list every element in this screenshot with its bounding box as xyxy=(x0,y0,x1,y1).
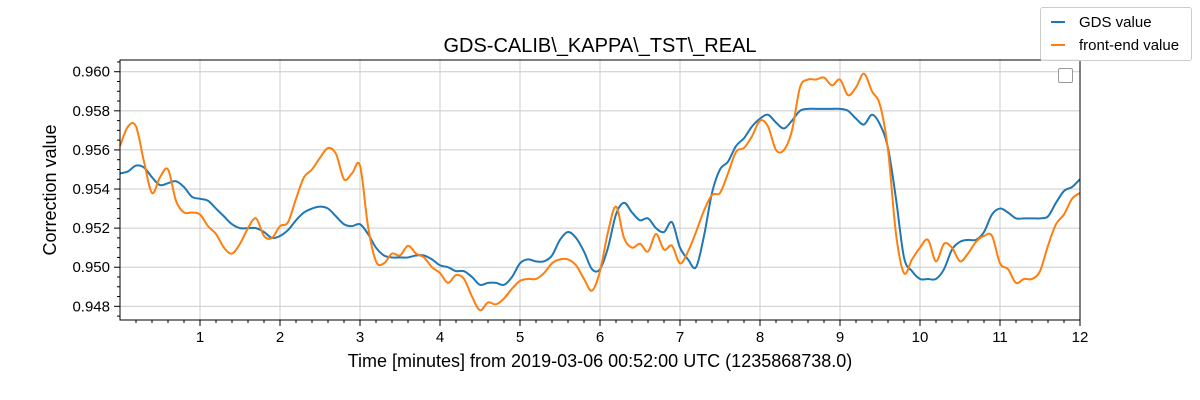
x-tick-label: 7 xyxy=(676,329,684,346)
y-axis-label: Correction value xyxy=(40,124,60,255)
y-tick-label: 0.958 xyxy=(72,103,110,120)
legend-swatch-gds xyxy=(1051,21,1065,23)
axes-ticks: 1 2 3 4 5 6 7 8 9 10 11 120.9480.9500.9520.9540.956… xyxy=(72,61,1089,346)
series-line-front-end-value xyxy=(119,72,1081,312)
y-tick-label: 0.954 xyxy=(72,181,110,198)
x-tick-label: 5 xyxy=(516,329,524,346)
x-tick-label: 12 xyxy=(1072,329,1089,346)
empty-legend-box xyxy=(1058,68,1073,83)
x-tick-label: 3 xyxy=(356,329,364,346)
x-tick-label: 11 xyxy=(992,329,1008,346)
y-tick-label: 0.948 xyxy=(72,298,110,315)
y-tick-label: 0.950 xyxy=(72,259,110,276)
x-tick-label: 9 xyxy=(836,329,844,346)
legend-label-front-end: front-end value xyxy=(1079,36,1180,54)
x-tick-label: 10 xyxy=(912,329,929,346)
legend-item-gds: GDS value xyxy=(1041,11,1152,33)
grid xyxy=(120,60,1081,320)
y-tick-label: 0.960 xyxy=(72,64,110,81)
chart-title: GDS-CALIB\_KAPPA\_TST\_REAL xyxy=(443,35,756,57)
x-tick-label: 1 xyxy=(196,329,204,346)
x-axis-label: Time [minutes] from 2019-03-06 00:52:00 … xyxy=(348,351,853,371)
legend-item-front-end: front-end value xyxy=(1041,34,1179,56)
x-tick-label: 6 xyxy=(596,329,604,346)
legend-label-gds: GDS value xyxy=(1079,13,1152,31)
y-tick-label: 0.956 xyxy=(72,142,110,159)
y-tick-label: 0.952 xyxy=(72,220,110,237)
x-tick-label: 4 xyxy=(436,329,444,346)
x-tick-label: 2 xyxy=(276,329,284,346)
legend-swatch-front-end xyxy=(1051,44,1065,46)
series-layer xyxy=(119,72,1081,312)
x-tick-label: 8 xyxy=(756,329,764,346)
legend: GDS value front-end value xyxy=(1040,7,1192,61)
